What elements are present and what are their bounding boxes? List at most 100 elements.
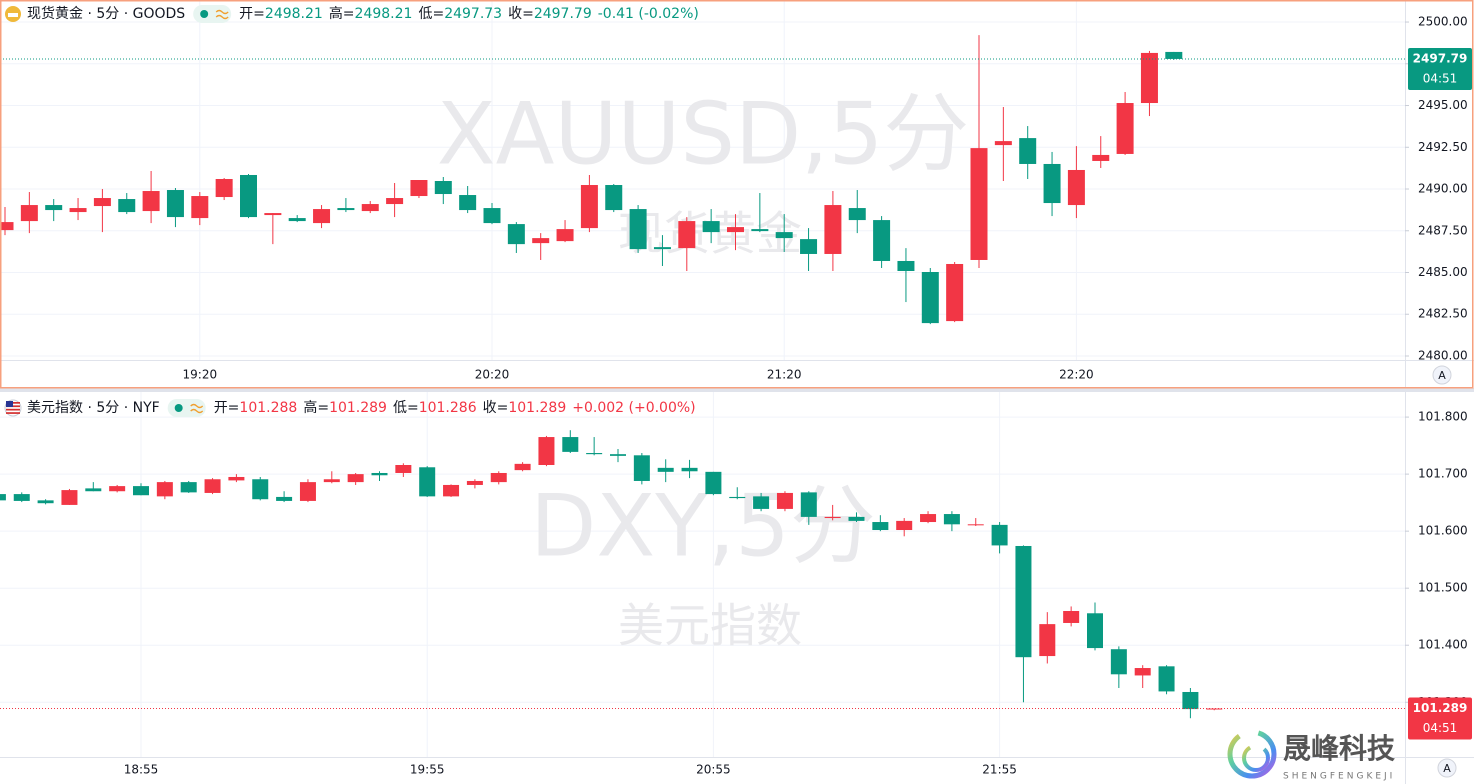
candle-body: [776, 492, 793, 509]
candle-body: [180, 482, 197, 493]
status-pill[interactable]: [167, 399, 206, 417]
ohlc-value: 2498.21: [355, 6, 413, 22]
x-tick-label: 22:20: [1059, 368, 1094, 382]
last-price-box: [1408, 697, 1472, 740]
y-tick-label: 101.400: [1418, 638, 1468, 652]
candle-body: [800, 492, 817, 517]
candle-body: [657, 467, 674, 472]
candle-body: [1015, 545, 1032, 658]
candle-body: [118, 199, 136, 213]
ohlc-value: 2497.79: [534, 6, 592, 22]
y-tick-label: 101.500: [1418, 581, 1468, 595]
candle-body: [347, 474, 364, 483]
candle-body: [943, 514, 960, 525]
candle-body: [775, 232, 793, 239]
brand-name: 晟峰科技: [1283, 732, 1395, 765]
flag-stripe: [6, 412, 20, 414]
y-tick-label: 2480.00: [1418, 348, 1468, 362]
candle-body: [705, 471, 722, 495]
candle-body: [361, 204, 379, 212]
ohlc-value: 101.286: [419, 400, 477, 416]
candle-body: [824, 516, 841, 519]
ohlc-label: 开=: [214, 400, 240, 416]
candle-body: [873, 220, 891, 261]
candle-body: [276, 496, 293, 501]
candle-body: [288, 218, 306, 222]
y-tick-label: 2487.50: [1418, 223, 1468, 237]
auto-scale-label[interactable]: A: [1443, 762, 1451, 775]
candle-body: [166, 190, 184, 218]
countdown: 04:51: [1423, 721, 1458, 735]
x-tick-label: 20:55: [696, 763, 731, 777]
candle-body: [920, 514, 937, 523]
candle-body: [252, 479, 269, 500]
candle-body: [532, 238, 550, 244]
candle-body: [93, 198, 111, 207]
candle-body: [824, 205, 842, 254]
x-tick-label: 21:20: [767, 368, 802, 382]
candle-body: [337, 208, 355, 211]
logo-swirl: [1227, 729, 1277, 779]
last-price-label: 2497.79: [1413, 51, 1468, 65]
candle-body: [897, 260, 915, 272]
candle-body: [1206, 708, 1223, 710]
market-open-dot: [174, 404, 183, 412]
candle-body: [702, 221, 720, 233]
candle-body: [556, 229, 574, 242]
candle-body: [800, 239, 818, 254]
candle-body: [410, 180, 428, 197]
active-pane-border: [0, 0, 1474, 389]
candle-body: [13, 494, 30, 501]
x-tick-label: 21:55: [982, 763, 1017, 777]
candle-body: [633, 455, 650, 481]
candle-body: [466, 480, 483, 485]
candle-body: [681, 467, 698, 472]
auto-scale-button[interactable]: [1432, 365, 1452, 385]
ohlc-value: 101.289: [329, 400, 387, 416]
candle-body: [133, 486, 149, 496]
pane-separator: [0, 388, 1474, 392]
candle-body: [653, 247, 671, 250]
candle-body: [490, 472, 507, 483]
candle-body: [729, 496, 746, 499]
pane: 101.300101.400101.500101.600101.700101.8…: [0, 392, 1474, 784]
candles: [0, 35, 1183, 325]
candle-body: [629, 209, 647, 250]
brand-sub: SHENGFENGKEJI: [1283, 772, 1395, 782]
status-pill[interactable]: [193, 5, 232, 23]
last-price-box: [1408, 47, 1472, 90]
watermark-sub: 现货黄金: [618, 207, 802, 261]
candle-body: [191, 196, 209, 219]
candle-body: [156, 482, 173, 497]
candle-body: [994, 141, 1012, 146]
change-value: -0.41 (-0.02%): [598, 6, 699, 22]
y-tick-label: 101.700: [1418, 467, 1468, 481]
symbol-title: 美元指数 · 5分 · NYF: [27, 400, 160, 416]
candle-body: [970, 148, 988, 260]
candle-body: [562, 437, 579, 452]
candle-body: [946, 263, 964, 322]
candle-body: [1092, 154, 1110, 161]
candle-body: [299, 482, 316, 501]
candle-body: [896, 520, 913, 531]
y-tick-label: 101.600: [1418, 524, 1468, 538]
y-tick-label: 101.800: [1418, 410, 1468, 424]
candle-body: [434, 181, 452, 195]
ohlc-label: 低=: [418, 6, 444, 22]
candle-body: [580, 185, 598, 229]
candle-body: [872, 522, 889, 531]
candle-body: [848, 516, 865, 521]
ohlc-label: 收=: [508, 6, 534, 22]
auto-scale-button[interactable]: [1437, 758, 1457, 778]
ohlc-label: 收=: [483, 400, 509, 416]
auto-scale-label[interactable]: A: [1438, 369, 1446, 382]
ohlc-value: 101.289: [508, 400, 566, 416]
candle-body: [514, 463, 531, 471]
candle-body: [678, 221, 696, 249]
last-price-label: 101.289: [1413, 701, 1468, 715]
x-tick-label: 18:55: [124, 763, 159, 777]
